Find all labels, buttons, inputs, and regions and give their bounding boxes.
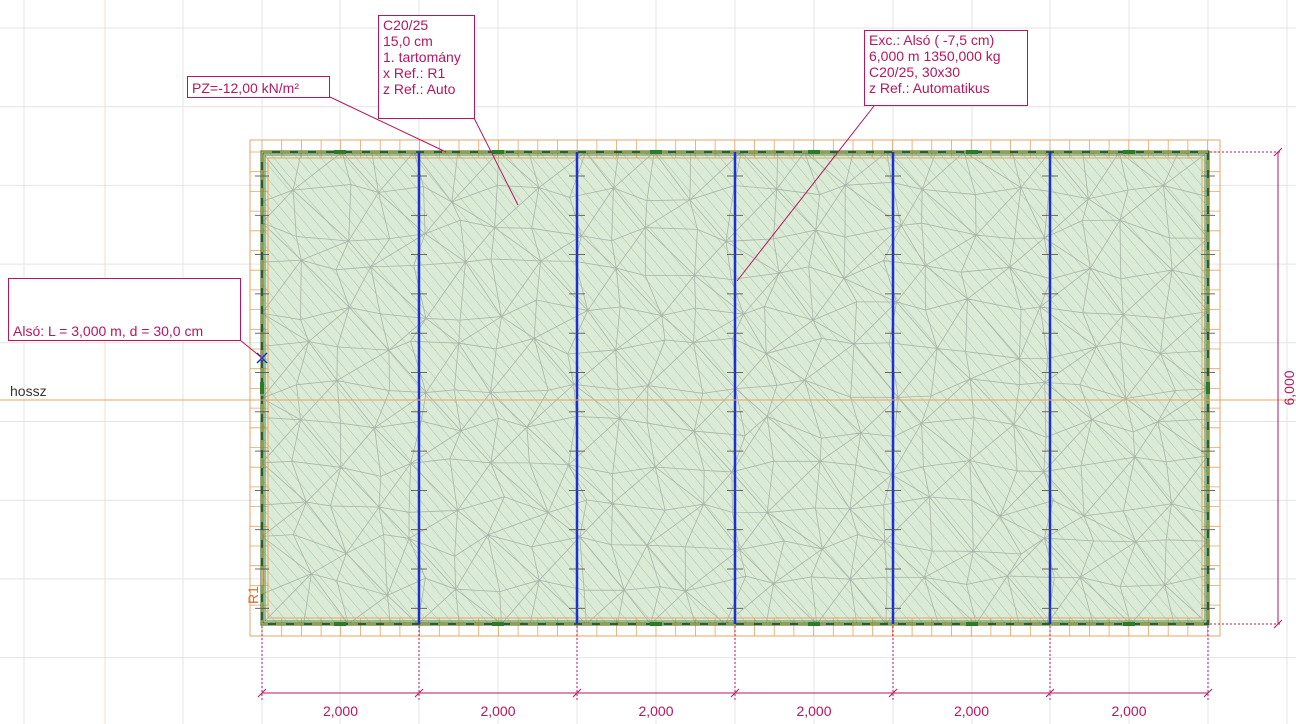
beams[interactable] — [255, 152, 1215, 624]
beam-callout[interactable]: Exc.: Alsó ( -7,5 cm) 6,000 m 1350,000 k… — [864, 30, 1028, 106]
dimension-label: 2,000 — [480, 703, 515, 719]
slab-thickness: 15,0 cm — [383, 33, 433, 49]
support-r1-label: R1 — [245, 586, 261, 604]
load-value: PZ=-12,00 kN/m² — [192, 80, 299, 96]
mesh-edges — [262, 152, 1208, 624]
dimension-label: 2,000 — [796, 703, 831, 719]
beam-section: C20/25, 30x30 — [869, 64, 961, 80]
dimension-label: 2,000 — [323, 703, 358, 719]
slab-domain: 1. tartomány — [383, 49, 461, 65]
dimension-label: 2,000 — [1111, 703, 1146, 719]
dimension-tick — [1273, 147, 1283, 157]
edge-support-marks — [260, 150, 1210, 626]
slab-callout[interactable]: C20/25 15,0 cm 1. tartomány x Ref.: R1 z… — [378, 15, 475, 119]
beam-length-mass: 6,000 m 1350,000 kg — [869, 48, 1001, 64]
wall-properties: Alsó: L = 3,000 m, d = 30,0 cm — [13, 323, 204, 339]
dimension-lines: 2,000 2,000 2,000 2,000 2,000 2,000 6,000 — [257, 147, 1296, 719]
dimension-label: 2,000 — [638, 703, 673, 719]
leader-lines — [239, 96, 875, 359]
dimension-label: 2,000 — [954, 703, 989, 719]
axis-line-label: hossz — [10, 383, 47, 399]
finite-element-mesh — [262, 152, 1208, 624]
slab-material: C20/25 — [383, 17, 429, 33]
load-callout[interactable]: PZ=-12,00 kN/m² — [187, 76, 330, 98]
slab-x-ref: x Ref.: R1 — [383, 65, 446, 81]
beam-z-ref: z Ref.: Automatikus — [869, 80, 990, 96]
beam-eccentricity: Exc.: Alsó ( -7,5 cm) — [869, 32, 995, 48]
slab-z-ref: z Ref.: Auto — [383, 81, 456, 97]
dimension-tick — [1273, 619, 1283, 629]
wall-callout[interactable]: Alsó: L = 3,000 m, d = 30,0 cm — [8, 278, 241, 341]
dimension-label-vertical: 6,000 — [1281, 370, 1296, 405]
